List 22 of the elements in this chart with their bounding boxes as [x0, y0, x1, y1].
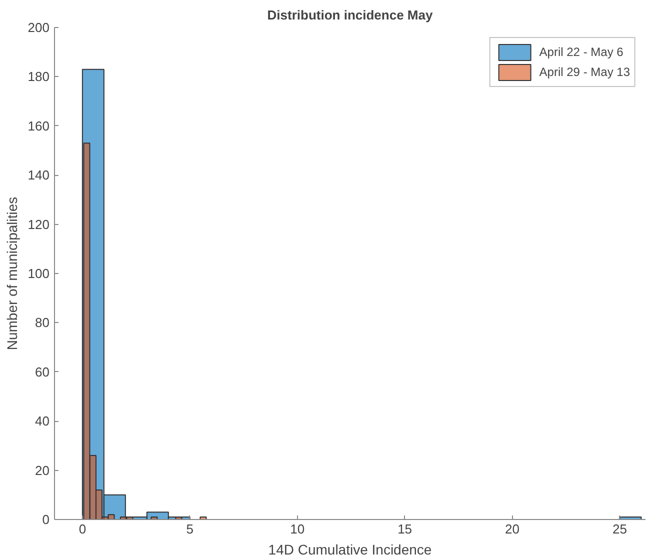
y-tick-label: 180: [28, 69, 50, 84]
y-tick-label: 0: [42, 512, 50, 527]
y-tick-label: 140: [28, 168, 50, 183]
x-axis-title: 14D Cumulative Incidence: [268, 542, 432, 558]
y-tick-label: 60: [35, 364, 50, 380]
x-tick-label: 5: [186, 522, 194, 536]
legend-label: April 22 - May 6: [539, 45, 624, 59]
y-tick-label: 80: [35, 315, 50, 330]
y-tick-label: 40: [35, 414, 50, 429]
y-tick-label: 160: [28, 118, 50, 134]
x-tick-label: 10: [290, 522, 305, 536]
y-tick-label: 120: [28, 216, 50, 232]
x-tick-label: 20: [505, 522, 520, 536]
y-tick-label: 100: [28, 266, 50, 281]
y-tick-label: 200: [28, 20, 50, 35]
y-tick-label: 20: [35, 462, 50, 478]
y-axis-title: Number of municipalities: [4, 196, 20, 350]
x-tick-label: 0: [78, 522, 86, 536]
chart-title: Distribution incidence May: [267, 8, 434, 22]
x-tick-label: 25: [612, 522, 627, 536]
legend-label: April 29 - May 13: [539, 65, 630, 79]
x-tick-label: 15: [398, 522, 412, 536]
